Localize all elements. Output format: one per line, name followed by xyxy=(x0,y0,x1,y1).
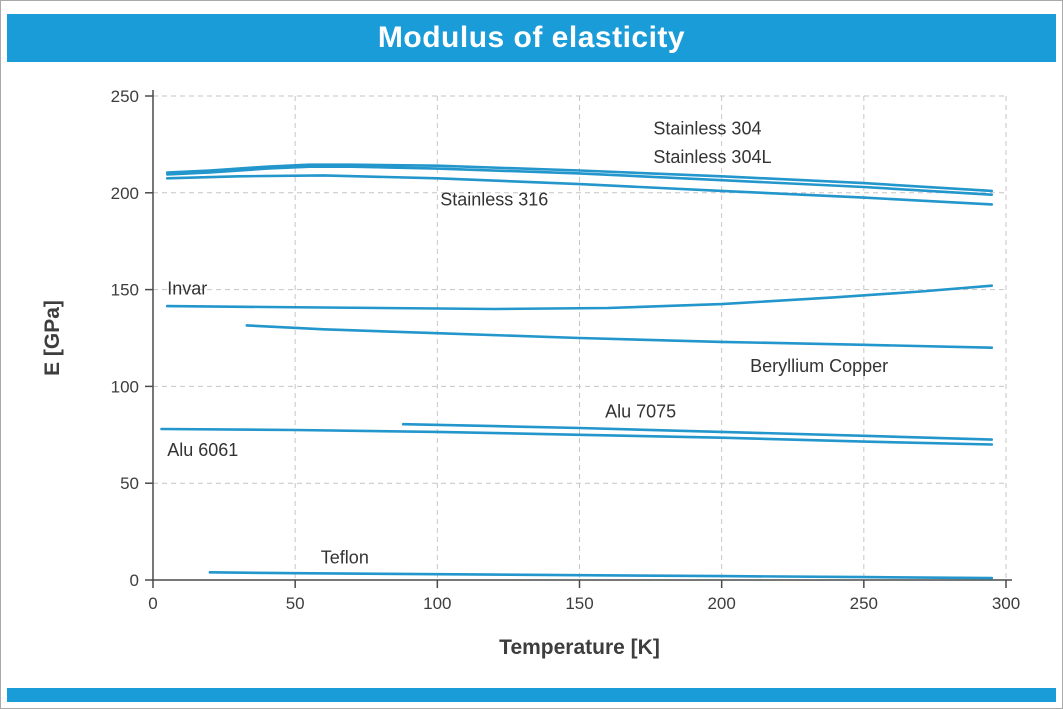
x-tick-label: 50 xyxy=(286,594,305,613)
y-tick-label: 200 xyxy=(111,184,139,203)
y-axis-label: E [GPa] xyxy=(41,300,64,376)
x-tick-label: 250 xyxy=(850,594,878,613)
series-line-invar xyxy=(165,284,994,311)
series-label-stainless-304: Stainless 304 xyxy=(653,119,761,139)
y-tick-label: 0 xyxy=(130,571,139,590)
x-tick-label: 100 xyxy=(423,594,451,613)
title-bar: Modulus of elasticity xyxy=(7,14,1056,62)
x-tick-label: 150 xyxy=(565,594,593,613)
series-label-invar: Invar xyxy=(167,278,207,298)
series-label-beryllium-copper: Beryllium Copper xyxy=(750,356,888,376)
series-label-alu-6061: Alu 6061 xyxy=(167,440,238,460)
y-tick-label: 150 xyxy=(111,281,139,300)
x-tick-label: 0 xyxy=(148,594,157,613)
series-line-alu-7075 xyxy=(401,422,994,441)
modulus-chart: 0 50 100 150 200 250 0 50 100 150 200 250 300 Stainle… xyxy=(41,87,1020,659)
series-label-stainless-316: Stainless 316 xyxy=(440,189,548,209)
x-tick-label: 200 xyxy=(707,594,735,613)
y-tick-label: 50 xyxy=(120,474,139,493)
series-line-stainless-304 xyxy=(165,163,994,193)
series-label-teflon: Teflon xyxy=(321,548,369,568)
y-tick-label: 100 xyxy=(111,377,139,396)
series-line-stainless-316 xyxy=(165,174,994,206)
series-line-teflon xyxy=(208,570,994,580)
x-tick-label: 300 xyxy=(992,594,1020,613)
series-label-stainless-304l: Stainless 304L xyxy=(653,147,771,167)
series-line-stainless-304l xyxy=(165,165,994,196)
chart-area: 0 50 100 150 200 250 0 50 100 150 200 250 300 Stainle… xyxy=(7,62,1056,688)
series-line-beryllium-copper xyxy=(245,324,994,350)
footer-bar xyxy=(7,688,1056,702)
x-axis-label: Temperature [K] xyxy=(499,636,660,659)
page-title: Modulus of elasticity xyxy=(377,21,686,54)
series-label-alu-7075: Alu 7075 xyxy=(605,401,676,421)
series-line-alu-6061 xyxy=(160,427,994,446)
y-tick-label: 250 xyxy=(111,87,139,106)
